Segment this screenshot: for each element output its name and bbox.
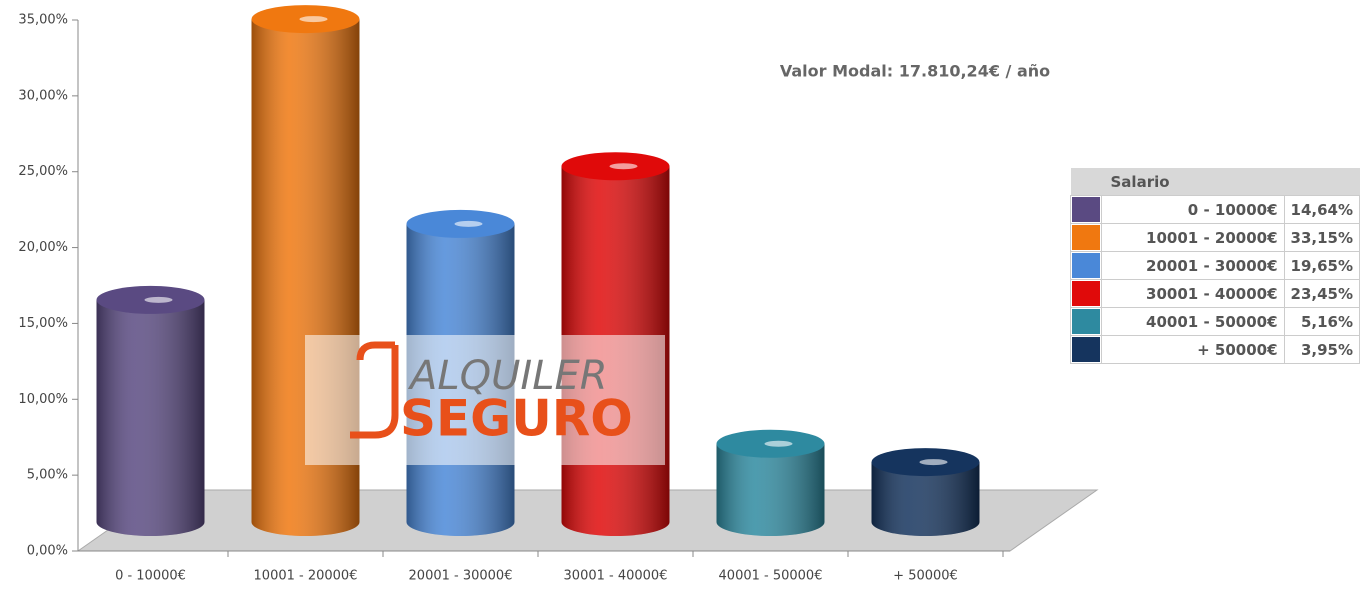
x-tick-label: 0 - 10000€ [115, 569, 186, 584]
y-tick-label: 5,00% [27, 468, 68, 483]
y-tick-label: 35,00% [18, 13, 68, 28]
legend-header: Salario [1070, 168, 1360, 196]
y-tick-label: 0,00% [27, 544, 68, 559]
legend-value: 14,64% [1283, 195, 1360, 224]
legend-row: 0 - 10000€ 14,64% [1070, 195, 1360, 224]
legend-swatch [1072, 309, 1100, 334]
legend-label: + 50000€ [1101, 335, 1285, 364]
legend-row: 40001 - 50000€ 5,16% [1070, 307, 1360, 336]
y-tick-label: 20,00% [18, 240, 68, 255]
legend-swatch [1072, 197, 1100, 222]
legend-label: 20001 - 30000€ [1101, 251, 1285, 280]
bar-top-highlight [764, 440, 793, 447]
legend: Salario 0 - 10000€ 14,64% 10001 - 20000€ 33… [1070, 168, 1360, 364]
legend-row: 30001 - 40000€ 23,45% [1070, 279, 1360, 308]
legend-swatch [1072, 225, 1100, 250]
bar-top-highlight [919, 459, 948, 466]
x-tick-label: 40001 - 50000€ [719, 569, 823, 584]
bar-top-highlight [609, 163, 638, 170]
legend-row: + 50000€ 3,95% [1070, 335, 1360, 364]
bar-top-highlight [144, 296, 173, 303]
legend-row: 10001 - 20000€ 33,15% [1070, 223, 1360, 252]
legend-label: 40001 - 50000€ [1101, 307, 1285, 336]
legend-title: Salario [1070, 168, 1360, 196]
legend-label: 10001 - 20000€ [1101, 223, 1285, 252]
watermark: ALQUILER SEGURO [305, 335, 665, 465]
legend-swatch-cell [1070, 279, 1102, 308]
y-tick-label: 30,00% [18, 88, 68, 103]
legend-swatch [1072, 337, 1100, 362]
legend-label: 30001 - 40000€ [1101, 279, 1285, 308]
x-tick-label: + 50000€ [893, 569, 958, 584]
bar-top-highlight [454, 220, 483, 227]
legend-swatch-cell [1070, 251, 1102, 280]
y-tick-label: 10,00% [18, 392, 68, 407]
legend-swatch-cell [1070, 195, 1102, 224]
bar-top-highlight [299, 16, 328, 23]
legend-swatch-cell [1070, 307, 1102, 336]
legend-swatch-cell [1070, 223, 1102, 252]
bar-shade [96, 299, 205, 522]
watermark-line2: SEGURO [400, 390, 633, 448]
x-tick-label: 20001 - 30000€ [409, 569, 513, 584]
y-tick-label: 25,00% [18, 164, 68, 179]
legend-value: 23,45% [1283, 279, 1360, 308]
legend-value: 19,65% [1283, 251, 1360, 280]
legend-value: 33,15% [1283, 223, 1360, 252]
legend-swatch-cell [1070, 335, 1102, 364]
legend-value: 3,95% [1283, 335, 1360, 364]
y-tick-label: 15,00% [18, 316, 68, 331]
legend-swatch [1072, 281, 1100, 306]
annotation: Valor Modal: 17.810,24€ / año [780, 62, 1050, 81]
x-tick-label: 10001 - 20000€ [254, 569, 358, 584]
legend-value: 5,16% [1283, 307, 1360, 336]
legend-swatch [1072, 253, 1100, 278]
watermark-icon [350, 341, 399, 439]
legend-label: 0 - 10000€ [1101, 195, 1285, 224]
x-tick-label: 30001 - 40000€ [564, 569, 668, 584]
watermark-line1: ALQUILER [407, 353, 608, 399]
legend-row: 20001 - 30000€ 19,65% [1070, 251, 1360, 280]
watermark-band [305, 335, 665, 465]
